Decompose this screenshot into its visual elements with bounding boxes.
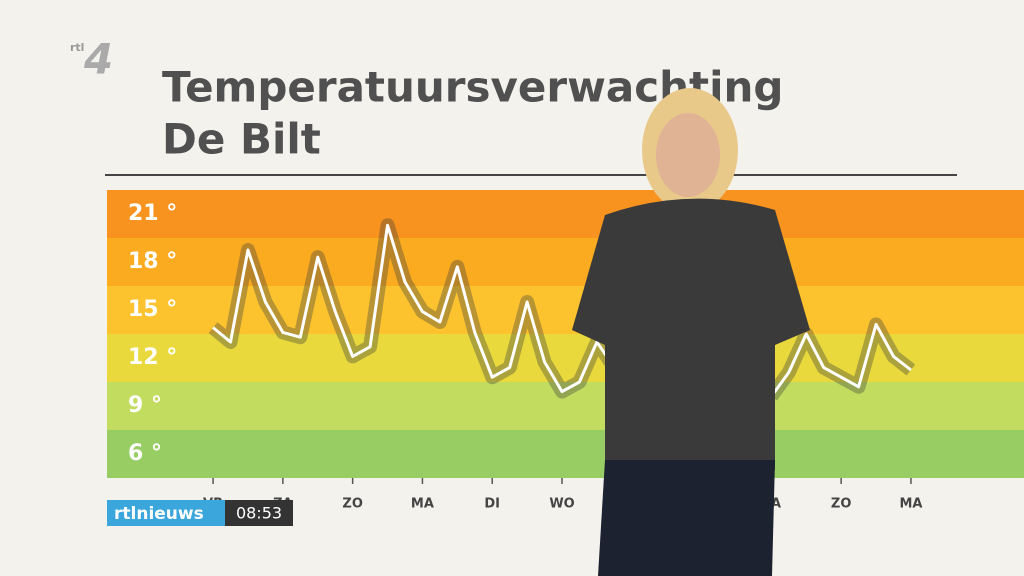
y-tick-label: 21 ° bbox=[128, 201, 177, 226]
band bbox=[107, 238, 1024, 286]
x-tick-label: DI bbox=[484, 497, 500, 512]
presenter bbox=[572, 88, 810, 576]
x-tick-label: WO bbox=[549, 497, 574, 512]
y-tick-label: 9 ° bbox=[128, 393, 162, 418]
band bbox=[107, 286, 1024, 334]
band bbox=[107, 430, 1024, 478]
y-tick-label: 12 ° bbox=[128, 345, 177, 370]
presenter-face bbox=[656, 113, 720, 197]
clock: 08:53 bbox=[236, 504, 282, 523]
channel-small: rtl bbox=[70, 41, 84, 54]
presenter-blouse bbox=[572, 198, 810, 471]
clock-box bbox=[225, 500, 293, 526]
temperature-line bbox=[212, 223, 912, 398]
presenter-trousers bbox=[598, 460, 775, 576]
x-tick-label: MA bbox=[899, 497, 922, 512]
news-badge bbox=[107, 500, 225, 526]
band bbox=[107, 190, 1024, 238]
bands: 21 ° 18 ° 15 ° 12 ° 9 ° 6 ° bbox=[107, 190, 1024, 478]
x-tick-label: ZO bbox=[831, 497, 851, 512]
news-brand: rtlnieuws bbox=[114, 504, 204, 524]
y-tick-label: 15 ° bbox=[128, 297, 177, 322]
y-tick-label: 18 ° bbox=[128, 249, 177, 274]
y-tick-label: 6 ° bbox=[128, 441, 162, 466]
channel-number: 4 bbox=[83, 35, 113, 84]
x-tick-label: MA bbox=[411, 497, 434, 512]
chart-subtitle: De Bilt bbox=[162, 115, 321, 164]
x-tick-label: ZO bbox=[342, 497, 362, 512]
